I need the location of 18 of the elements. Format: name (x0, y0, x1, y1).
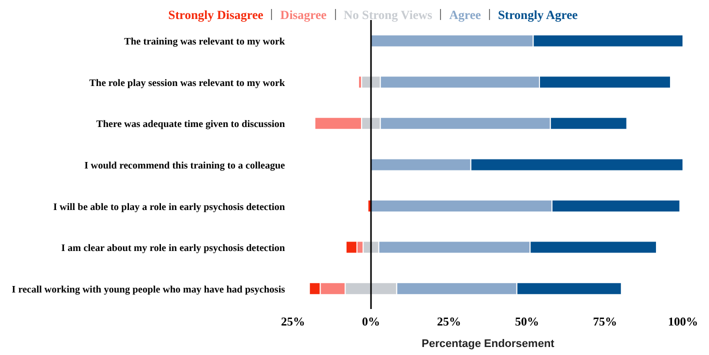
x-axis-title: Percentage Endorsement (422, 338, 555, 350)
text: Strongly Disagree (168, 8, 264, 22)
y-tick-label: I am clear about my role in early psychosis detection (61, 243, 286, 254)
x-tick-label: 0% (362, 314, 380, 329)
x-tick-label: 100% (668, 314, 698, 329)
x-tick-label: 75% (593, 314, 617, 329)
y-tick-label: I recall working with young people who may have had psychosis (12, 284, 286, 296)
x-tick-label: 25% (281, 314, 305, 329)
y-tick-label: I will be able to play a role in early psychosis detection (53, 202, 286, 213)
y-tick-label: I would recommend this training to a colleague (84, 160, 286, 172)
x-tick-label: 25% (437, 314, 461, 329)
y-tick-label: The role play session was relevant to my work (89, 78, 286, 89)
series-label: Agree (449, 8, 481, 22)
y-tick-label: There was adequate time given to discussion (96, 119, 286, 130)
series-label: Strongly Agree (498, 8, 578, 22)
x-tick-label: 50% (515, 314, 539, 329)
y-tick-label: The training was relevant to my work (124, 36, 286, 48)
text: Disagree (280, 8, 327, 22)
